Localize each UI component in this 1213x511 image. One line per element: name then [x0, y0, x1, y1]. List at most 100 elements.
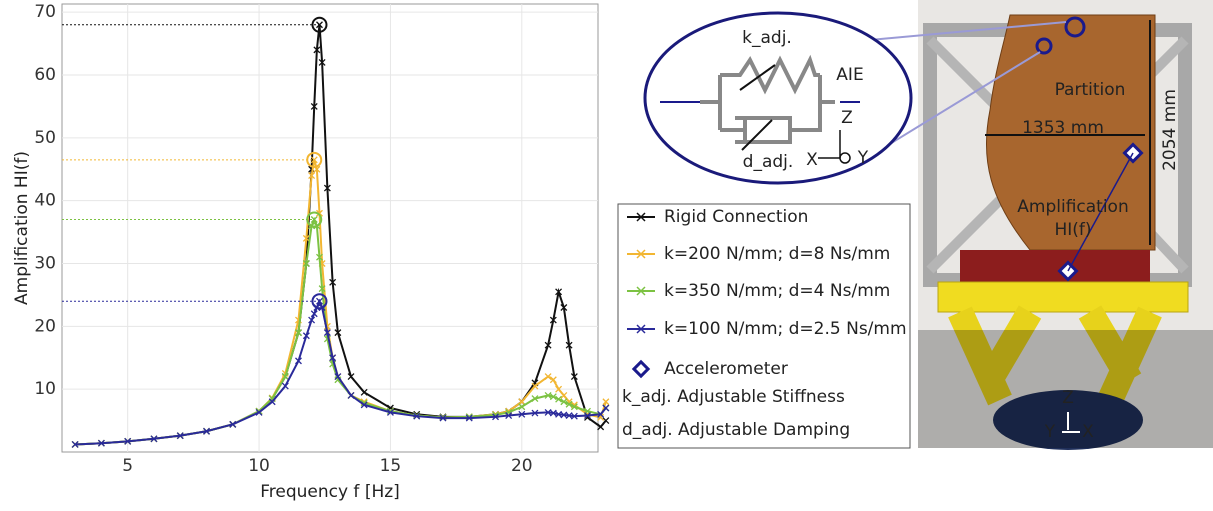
- data-point: [560, 391, 568, 399]
- legend: Rigid Connection k=200 N/mm; d=8 Ns/mm k=3…: [617, 203, 911, 449]
- legend-marker: [636, 212, 646, 222]
- annotation: Y: [857, 148, 869, 168]
- annotation: Amplification: [1017, 197, 1128, 217]
- data-point: [329, 278, 337, 286]
- data-point: [560, 398, 568, 406]
- annotation: 2054 mm: [1160, 89, 1180, 171]
- legend-marker: [636, 324, 646, 334]
- annotation: 1353 mm: [1022, 118, 1104, 138]
- y-tick-label: 70: [34, 2, 56, 22]
- legend-marker: [636, 286, 646, 296]
- data-point: [413, 412, 421, 420]
- data-point: [565, 400, 573, 408]
- data-point: [316, 209, 323, 217]
- data-point: [203, 427, 210, 435]
- data-point: [316, 21, 323, 29]
- data-point: [549, 316, 557, 324]
- data-point: [602, 398, 610, 406]
- data-point: [329, 354, 337, 362]
- data-point: [465, 414, 473, 422]
- data-point: [531, 395, 539, 403]
- legend-label: k=350 N/mm; d=4 Ns/mm: [664, 281, 890, 301]
- y-tick-label: 20: [34, 316, 56, 336]
- legend-label: Accelerometer: [664, 359, 788, 379]
- data-point: [316, 253, 323, 261]
- data-point: [565, 341, 573, 349]
- detail-diagram: [643, 11, 1067, 185]
- data-point: [318, 285, 326, 293]
- annotation: HI(f): [1054, 220, 1091, 240]
- data-point: [316, 297, 323, 305]
- data-point: [308, 316, 316, 324]
- data-point: [518, 403, 526, 411]
- data-point: [71, 441, 79, 448]
- legend-label: Rigid Connection: [664, 207, 808, 227]
- data-point: [360, 388, 368, 396]
- x-axis-label: Frequency f [Hz]: [260, 482, 400, 502]
- x-tick-label: 15: [380, 456, 402, 476]
- data-point: [570, 412, 578, 420]
- peak-marker: [306, 151, 323, 168]
- annotation: X: [806, 150, 818, 170]
- legend-label: k=100 N/mm; d=2.5 Ns/mm: [664, 319, 907, 339]
- annotation: Partition: [1055, 80, 1126, 100]
- annotation: Z: [1062, 388, 1074, 408]
- y-tick-label: 60: [34, 65, 56, 85]
- data-point: [570, 373, 578, 381]
- x-tick-label: 20: [511, 456, 533, 476]
- data-point: [97, 439, 105, 447]
- data-point: [318, 58, 326, 66]
- legend-label: k_adj. Adjustable Stiffness: [622, 387, 845, 407]
- data-point: [150, 435, 158, 443]
- data-point: [323, 329, 331, 337]
- data-point: [570, 403, 578, 411]
- peak-marker: [311, 16, 328, 33]
- y-axis-label: Amplification HI(f): [12, 151, 32, 305]
- legend-label: d_adj. Adjustable Damping: [622, 420, 850, 440]
- legend-marker: [636, 249, 646, 259]
- data-point: [518, 410, 526, 418]
- data-point: [560, 304, 568, 311]
- data-point: [310, 102, 318, 110]
- data-point: [302, 260, 310, 267]
- data-point: [347, 391, 355, 399]
- data-point: [268, 398, 276, 406]
- annotation: Y: [1044, 422, 1056, 442]
- data-point: [602, 404, 610, 412]
- data-point: [518, 398, 526, 406]
- data-point: [544, 373, 552, 381]
- data-point: [544, 391, 552, 399]
- legend-marker: [631, 359, 651, 379]
- y-tick-label: 40: [34, 191, 56, 211]
- data-point: [549, 409, 557, 417]
- y-tick-label: 10: [34, 379, 56, 399]
- x-tick-label: 5: [122, 456, 133, 476]
- annotation: AIE: [836, 65, 863, 85]
- data-point: [295, 329, 302, 337]
- data-point: [334, 329, 342, 337]
- annotation: Z: [841, 108, 853, 128]
- data-point: [531, 409, 539, 417]
- data-point: [492, 413, 499, 421]
- data-point: [334, 373, 342, 381]
- data-point: [310, 216, 318, 223]
- data-point: [124, 437, 132, 445]
- data-point: [602, 417, 610, 425]
- data-point: [295, 357, 302, 365]
- x-tick-label: 10: [248, 456, 270, 476]
- data-point: [229, 420, 237, 428]
- data-point: [360, 401, 368, 409]
- data-point: [302, 332, 310, 340]
- y-tick-label: 50: [34, 128, 56, 148]
- data-point: [386, 408, 394, 416]
- data-point: [555, 395, 563, 403]
- data-point: [313, 46, 321, 54]
- data-point: [310, 310, 318, 318]
- peak-marker: [311, 293, 328, 310]
- data-point: [531, 382, 539, 390]
- data-point: [308, 172, 316, 179]
- peak-marker: [306, 211, 323, 228]
- data-point: [555, 385, 563, 393]
- y-tick-label: 30: [34, 254, 56, 274]
- data-point: [439, 414, 447, 422]
